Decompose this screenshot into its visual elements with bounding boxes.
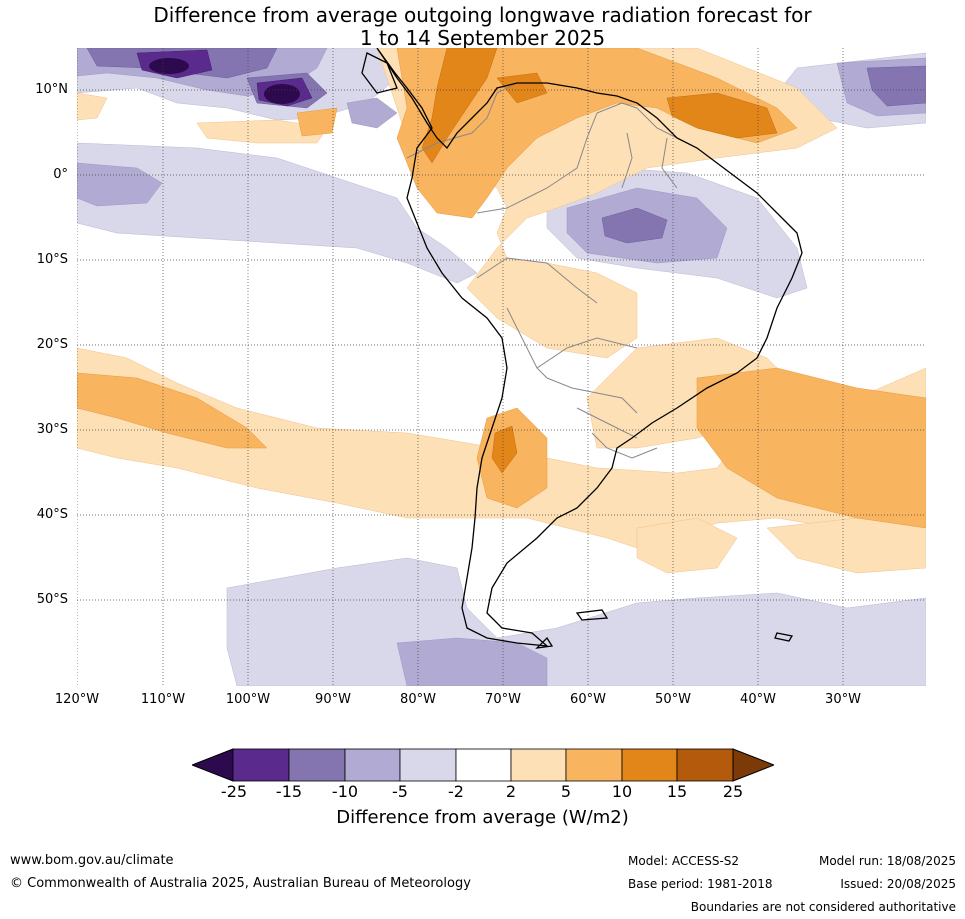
lat-label-20s: 20°S <box>36 337 68 352</box>
issued-date: Issued: 20/08/2025 <box>840 877 956 891</box>
colorbar-tick-label: -10 <box>331 782 359 801</box>
lon-label-40w: 40°W <box>740 692 776 707</box>
website-link[interactable]: www.bom.gov.au/climate <box>10 853 174 868</box>
lon-label-80w: 80°W <box>400 692 436 707</box>
lat-label-0: 0° <box>53 167 68 182</box>
lon-label-60w: 60°W <box>570 692 606 707</box>
country-borders <box>406 82 678 459</box>
colorbar-tick-label: -5 <box>392 782 408 801</box>
lon-label-110w: 110°W <box>140 692 186 707</box>
lat-label-30s: 30°S <box>36 422 68 437</box>
colorbar-cell-3 <box>344 748 401 782</box>
title-line-1: Difference from average outgoing longwav… <box>153 3 812 27</box>
colorbar-cell-8 <box>621 748 678 782</box>
colorbar-tick-label: -2 <box>448 782 464 801</box>
positive-anomaly-strong <box>421 48 778 474</box>
colorbar-tick-label: 2 <box>505 782 517 801</box>
colorbar-max-triangle <box>732 748 774 782</box>
colorbar-min-triangle <box>192 748 234 782</box>
olr-anomaly-map <box>77 48 926 686</box>
colorbar-tick-label: 25 <box>722 782 744 801</box>
colorbar-cell-4 <box>399 748 457 782</box>
model-run-date: Model run: 18/08/2025 <box>818 854 956 868</box>
coastline <box>361 48 803 649</box>
colorbar-cell-2 <box>288 748 346 782</box>
lat-label-50s: 50°S <box>36 592 68 607</box>
graticule <box>77 48 926 686</box>
lon-label-120w: 120°W <box>54 692 100 707</box>
lon-label-70w: 70°W <box>485 692 521 707</box>
base-period: Base period: 1981-2018 <box>628 877 773 891</box>
copyright-text: © Commonwealth of Australia 2025, Austra… <box>10 876 471 891</box>
colorbar-tick-label: 15 <box>666 782 688 801</box>
lon-label-90w: 90°W <box>315 692 351 707</box>
lat-label-40s: 40°S <box>36 507 68 522</box>
colorbar-tick-label: 5 <box>560 782 572 801</box>
colorbar-cell-1 <box>232 748 290 782</box>
colorbar <box>192 748 774 782</box>
colorbar-cell-9 <box>676 748 734 782</box>
colorbar-cell-5 <box>455 748 512 782</box>
lat-label-10s: 10°S <box>36 252 68 267</box>
colorbar-tick-label: -15 <box>275 782 303 801</box>
lon-label-50w: 50°W <box>655 692 691 707</box>
colorbar-tick-label: 10 <box>611 782 633 801</box>
colorbar-cell-6 <box>510 748 567 782</box>
lat-label-10n: 10°N <box>35 82 68 97</box>
map-title: Difference from average outgoing longwav… <box>0 4 965 50</box>
colorbar-cell-7 <box>565 748 623 782</box>
title-line-2: 1 to 14 September 2025 <box>359 26 606 50</box>
colorbar-title: Difference from average (W/m2) <box>336 807 629 828</box>
map-panel <box>77 48 926 686</box>
lon-label-100w: 100°W <box>225 692 271 707</box>
model-name: Model: ACCESS-S2 <box>628 854 740 868</box>
colorbar-tick-label: -25 <box>220 782 248 801</box>
disclaimer: Boundaries are not considered authoritat… <box>690 900 956 914</box>
negative-anomaly-max <box>149 58 300 104</box>
lon-label-30w: 30°W <box>825 692 861 707</box>
